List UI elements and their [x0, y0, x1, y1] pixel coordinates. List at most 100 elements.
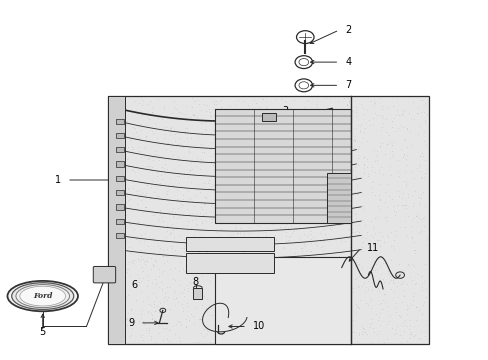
Point: [224, 240, 232, 246]
Point: [408, 203, 416, 209]
Point: [183, 300, 191, 306]
Point: [237, 109, 244, 114]
Point: [385, 270, 392, 276]
Point: [155, 210, 163, 216]
Point: [166, 243, 174, 249]
Point: [180, 246, 188, 251]
Point: [159, 325, 166, 331]
Point: [144, 325, 152, 331]
Point: [256, 128, 264, 134]
Point: [155, 215, 163, 221]
Point: [383, 336, 390, 341]
Point: [136, 288, 144, 294]
Point: [236, 216, 244, 222]
Point: [184, 148, 192, 153]
Point: [418, 312, 426, 318]
Point: [245, 192, 253, 198]
Point: [155, 330, 163, 336]
Point: [212, 229, 220, 234]
Point: [372, 332, 380, 337]
Point: [163, 140, 171, 146]
Point: [147, 98, 155, 104]
Point: [148, 164, 156, 170]
Point: [133, 133, 141, 139]
Point: [416, 228, 424, 234]
Point: [223, 179, 230, 185]
Point: [346, 177, 354, 183]
Point: [386, 172, 394, 178]
Point: [354, 122, 362, 128]
Point: [355, 229, 363, 235]
Point: [235, 153, 243, 159]
Point: [243, 284, 251, 290]
Point: [352, 232, 360, 238]
Point: [146, 184, 154, 190]
Point: [286, 234, 294, 239]
Point: [367, 189, 375, 195]
Point: [122, 205, 130, 211]
Point: [393, 294, 401, 300]
Point: [301, 262, 308, 268]
Point: [322, 194, 330, 200]
Point: [154, 217, 162, 223]
Point: [362, 229, 370, 235]
Point: [203, 296, 211, 302]
Point: [239, 246, 246, 252]
Point: [112, 302, 120, 308]
Point: [308, 168, 316, 174]
Point: [154, 115, 162, 121]
Point: [183, 207, 190, 212]
Point: [288, 257, 296, 262]
Point: [307, 116, 315, 122]
Point: [383, 303, 391, 309]
Point: [245, 117, 253, 123]
Point: [114, 228, 122, 233]
Point: [139, 209, 147, 215]
Point: [263, 246, 270, 251]
Point: [299, 231, 307, 237]
Point: [244, 138, 252, 143]
Point: [420, 333, 428, 338]
Point: [227, 154, 235, 160]
Point: [380, 299, 388, 305]
Point: [295, 309, 303, 315]
Point: [123, 149, 131, 155]
Point: [376, 271, 384, 277]
Point: [193, 114, 201, 120]
Point: [270, 135, 278, 140]
Point: [200, 327, 207, 332]
Point: [129, 167, 137, 173]
Point: [129, 146, 137, 152]
Point: [264, 107, 272, 113]
Point: [295, 107, 303, 113]
Point: [182, 103, 189, 109]
Point: [204, 177, 212, 183]
Point: [415, 200, 423, 206]
Point: [118, 291, 126, 297]
Point: [256, 325, 264, 330]
Point: [418, 97, 426, 103]
Point: [287, 206, 295, 211]
Point: [144, 101, 152, 107]
Point: [155, 157, 163, 163]
Point: [264, 140, 271, 145]
Point: [318, 237, 326, 243]
Bar: [116, 190, 124, 195]
Point: [108, 166, 116, 172]
Bar: [186, 253, 273, 273]
Point: [311, 130, 319, 136]
Point: [161, 161, 169, 167]
Point: [304, 123, 312, 129]
Point: [320, 271, 328, 277]
Text: 1: 1: [55, 175, 61, 185]
Point: [199, 101, 207, 107]
Point: [271, 296, 279, 301]
Point: [306, 228, 314, 234]
Point: [321, 138, 328, 143]
Bar: [116, 204, 124, 210]
Point: [373, 149, 381, 154]
Point: [346, 275, 354, 281]
Point: [161, 293, 168, 299]
Point: [208, 107, 216, 112]
Point: [302, 203, 309, 208]
